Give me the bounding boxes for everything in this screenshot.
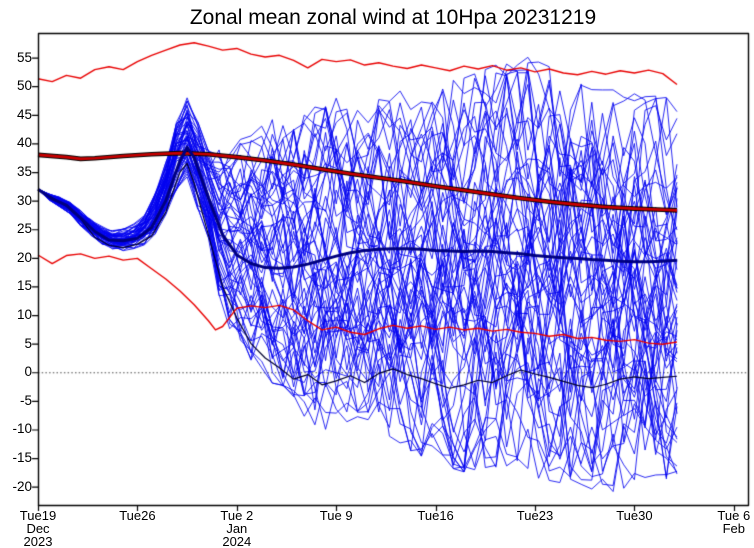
y-axis-tick-label: 0 — [24, 364, 32, 380]
x-axis-tick-label: Tue26 — [119, 508, 156, 523]
y-axis-tick-label: 5 — [24, 335, 32, 351]
x-axis-tick-label: Tue19 — [19, 508, 57, 523]
y-axis-tick-label: -5 — [19, 392, 32, 408]
x-axis-sub-label: 2024 — [222, 534, 252, 548]
x-axis-sub-label: Feb — [722, 521, 745, 536]
x-axis-sub-label: Dec — [26, 521, 50, 536]
y-axis-tick-label: 10 — [16, 307, 32, 323]
y-axis-tick-label: 15 — [16, 278, 32, 294]
y-axis-tick-label: -15 — [12, 450, 32, 466]
x-axis-tick-label: Tue23 — [516, 508, 554, 523]
x-axis-tick-label: Tue16 — [417, 508, 454, 523]
y-axis-tick-label: 35 — [16, 164, 32, 180]
y-axis-tick-label: 40 — [16, 135, 32, 151]
y-axis-tick-label: 50 — [16, 78, 32, 94]
y-axis-tick-label: 25 — [16, 221, 32, 237]
y-axis-tick-label: -20 — [12, 478, 32, 494]
x-axis-tick-label: Tue 9 — [319, 508, 353, 523]
y-axis-tick-label: 30 — [16, 192, 32, 208]
x-axis-sub-label: Jan — [226, 521, 248, 536]
y-axis-tick-label: 55 — [16, 49, 32, 65]
x-axis-tick-label: Tue 2 — [220, 508, 254, 523]
y-axis-tick-label: 20 — [16, 249, 32, 265]
y-axis-tick-label: -10 — [12, 421, 32, 437]
x-axis-tick-label: Tue30 — [616, 508, 653, 523]
x-axis-tick-label: Tue 6 — [717, 508, 751, 523]
x-axis-sub-label: 2023 — [23, 534, 53, 548]
y-axis-tick-label: 45 — [16, 106, 32, 122]
